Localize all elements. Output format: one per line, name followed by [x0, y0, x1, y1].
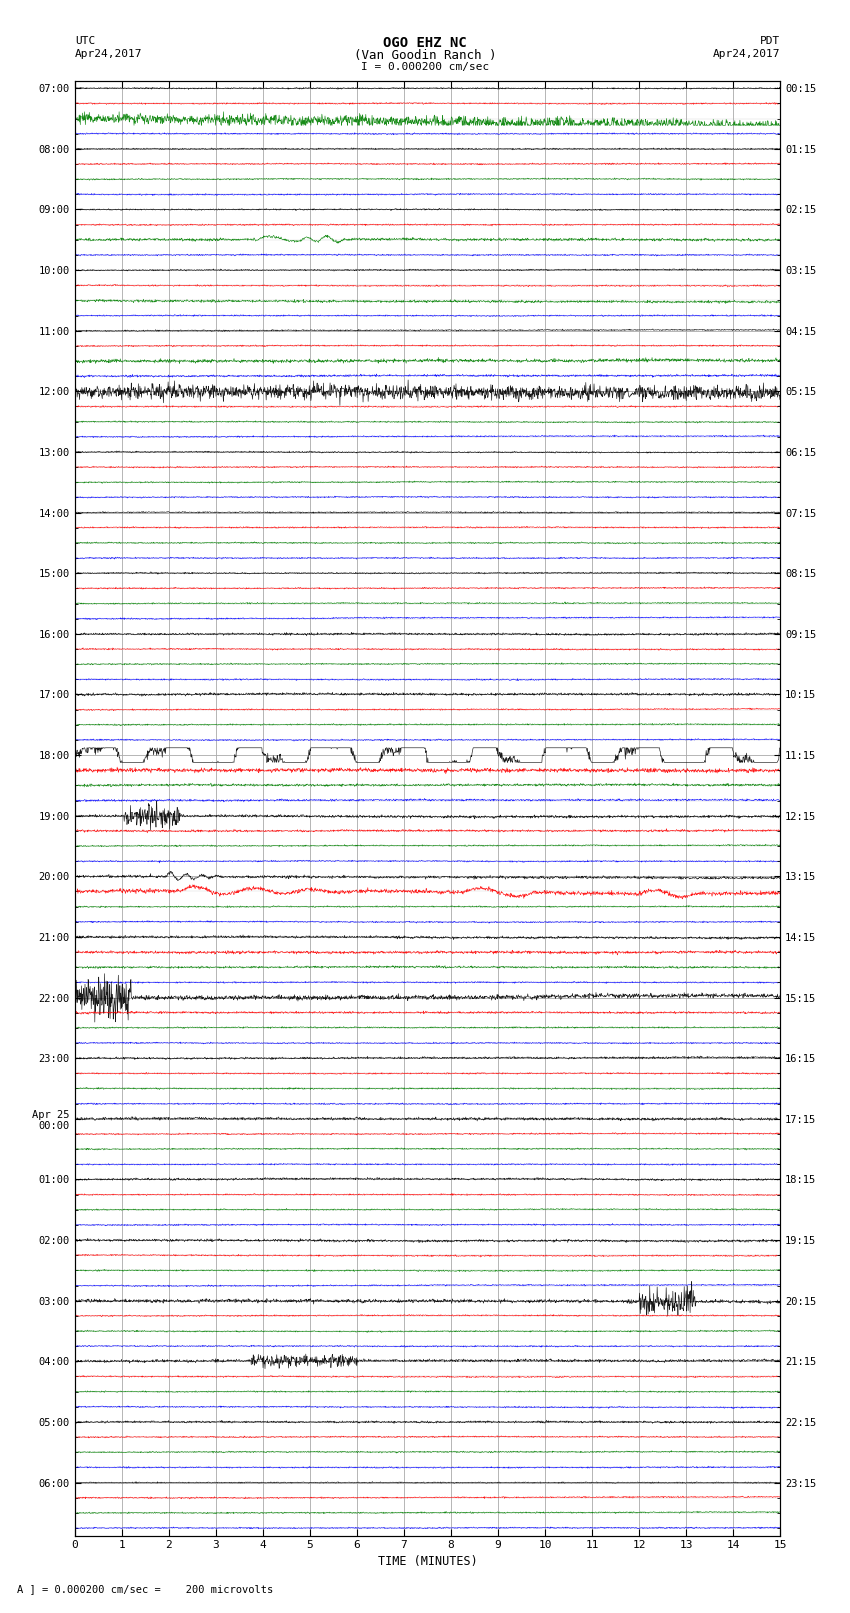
Text: A ] = 0.000200 cm/sec =    200 microvolts: A ] = 0.000200 cm/sec = 200 microvolts — [17, 1584, 273, 1594]
Text: I = 0.000200 cm/sec: I = 0.000200 cm/sec — [361, 63, 489, 73]
Text: (Van Goodin Ranch ): (Van Goodin Ranch ) — [354, 50, 496, 63]
Text: OGO EHZ NC: OGO EHZ NC — [383, 37, 467, 50]
Text: Apr24,2017: Apr24,2017 — [75, 50, 142, 60]
X-axis label: TIME (MINUTES): TIME (MINUTES) — [377, 1555, 478, 1568]
Text: PDT: PDT — [760, 37, 780, 47]
Text: Apr24,2017: Apr24,2017 — [713, 50, 780, 60]
Text: UTC: UTC — [75, 37, 95, 47]
